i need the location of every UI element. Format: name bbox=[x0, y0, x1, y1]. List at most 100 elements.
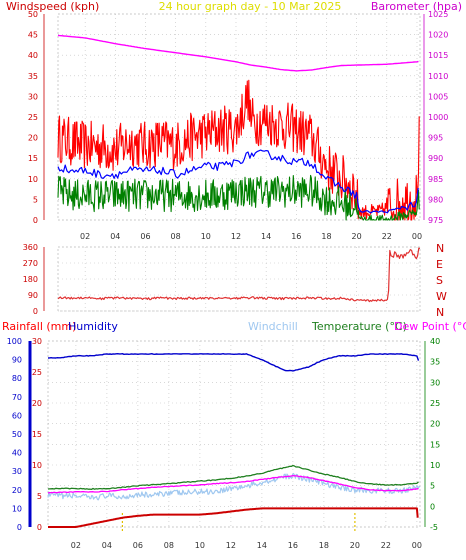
climate-x-tick: 10 bbox=[195, 541, 205, 550]
rainfall-y-tick: 15 bbox=[32, 430, 42, 439]
wind-low-line bbox=[57, 174, 420, 221]
temperature-y-tick: 20 bbox=[430, 420, 440, 429]
rainfall-y-tick: 0 bbox=[37, 523, 42, 532]
wind-y-tick: 45 bbox=[28, 31, 38, 40]
barometer-y-tick: 1025 bbox=[428, 10, 448, 19]
wind-average-line bbox=[57, 149, 419, 214]
rainfall-y-tick: 5 bbox=[37, 492, 42, 501]
wind-y-tick: 10 bbox=[28, 175, 38, 184]
wind-y-tick: 0 bbox=[33, 216, 38, 225]
windspeed-title: Windspeed (kph) bbox=[6, 0, 99, 13]
climate-x-tick: 12 bbox=[226, 541, 236, 550]
rainfall-line bbox=[47, 507, 419, 528]
wind-y-tick: 35 bbox=[28, 72, 38, 81]
temperature-y-tick: -5 bbox=[430, 523, 438, 532]
climate-x-tick: 22 bbox=[381, 541, 391, 550]
barometer-y-tick: 990 bbox=[428, 154, 443, 163]
wind-x-tick: 18 bbox=[321, 232, 331, 241]
temperature-y-tick: 40 bbox=[430, 337, 440, 346]
climate-x-tick: 02 bbox=[71, 541, 81, 550]
barometer-y-tick: 995 bbox=[428, 134, 443, 143]
climate-x-tick: 18 bbox=[319, 541, 329, 550]
wind-x-tick: 10 bbox=[201, 232, 211, 241]
wind-x-tick: 16 bbox=[291, 232, 301, 241]
windchill-title: Windchill bbox=[248, 320, 298, 333]
rainfall-title: Rainfall (mm) bbox=[2, 320, 76, 333]
wind-x-tick: 20 bbox=[352, 232, 362, 241]
temperature-y-tick: 5 bbox=[430, 482, 435, 491]
direction-y-tick: 270 bbox=[23, 259, 38, 268]
humidity-y-tick: 70 bbox=[12, 393, 22, 402]
direction-y-tick: 90 bbox=[28, 291, 38, 300]
climate-x-tick: 08 bbox=[164, 541, 174, 550]
temperature-y-tick: 25 bbox=[430, 399, 440, 408]
direction-y-tick: 0 bbox=[33, 307, 38, 316]
humidity-y-tick: 30 bbox=[12, 467, 22, 476]
temperature-y-tick: 0 bbox=[430, 502, 435, 511]
graph-date-title: 24 hour graph day - 10 Mar 2025 bbox=[159, 0, 342, 13]
barometer-line bbox=[57, 34, 419, 72]
compass-label: N bbox=[436, 306, 444, 319]
wind-y-tick: 20 bbox=[28, 134, 38, 143]
rainfall-y-tick: 10 bbox=[32, 461, 42, 470]
dewpoint-line bbox=[47, 474, 419, 494]
windchill-line bbox=[47, 472, 421, 501]
wind-y-tick: 30 bbox=[28, 92, 38, 101]
temperature-line bbox=[47, 464, 419, 491]
barometer-y-tick: 975 bbox=[428, 216, 443, 225]
humidity-y-tick: 60 bbox=[12, 411, 22, 420]
climate-x-tick: 20 bbox=[350, 541, 360, 550]
wind-y-tick: 15 bbox=[28, 154, 38, 163]
wind-y-tick: 25 bbox=[28, 113, 38, 122]
rainfall-y-tick: 20 bbox=[32, 399, 42, 408]
compass-label: S bbox=[436, 274, 443, 287]
wind-direction-line bbox=[57, 247, 421, 303]
climate-x-tick: 14 bbox=[257, 541, 267, 550]
wind-x-tick: 08 bbox=[171, 232, 181, 241]
barometer-y-tick: 1005 bbox=[428, 92, 448, 101]
barometer-title: Barometer (hpa) bbox=[371, 0, 462, 13]
dewpoint-title: Dew Point (°C) bbox=[394, 320, 466, 333]
wind-y-tick: 50 bbox=[28, 10, 38, 19]
temperature-y-tick: 35 bbox=[430, 358, 440, 367]
barometer-y-tick: 1015 bbox=[428, 51, 448, 60]
humidity-y-tick: 0 bbox=[17, 523, 22, 532]
compass-label: N bbox=[436, 242, 444, 255]
humidity-y-tick: 80 bbox=[12, 374, 22, 383]
temperature-y-tick: 30 bbox=[430, 378, 440, 387]
humidity-y-tick: 50 bbox=[12, 430, 22, 439]
wind-x-tick: 22 bbox=[382, 232, 392, 241]
humidity-y-tick: 40 bbox=[12, 449, 22, 458]
rainfall-y-tick: 30 bbox=[32, 337, 42, 346]
climate-plot-frame bbox=[47, 340, 421, 528]
climate-x-tick: 06 bbox=[133, 541, 143, 550]
humidity-y-tick: 10 bbox=[12, 504, 22, 513]
wind-y-tick: 5 bbox=[33, 195, 38, 204]
barometer-y-tick: 980 bbox=[428, 195, 443, 204]
compass-label: W bbox=[436, 290, 447, 303]
climate-x-tick: 00 bbox=[412, 541, 422, 550]
barometer-y-tick: 1020 bbox=[428, 31, 448, 40]
humidity-line bbox=[47, 353, 420, 372]
barometer-y-tick: 1000 bbox=[428, 113, 448, 122]
wind-gust-line bbox=[57, 79, 420, 221]
wind-x-tick: 04 bbox=[110, 232, 120, 241]
barometer-y-tick: 985 bbox=[428, 175, 443, 184]
temperature-y-tick: 15 bbox=[430, 440, 440, 449]
barometer-y-tick: 1010 bbox=[428, 72, 448, 81]
climate-x-tick: 16 bbox=[288, 541, 298, 550]
temperature-title: Temperature (°C) bbox=[311, 320, 407, 333]
wind-x-tick: 06 bbox=[140, 232, 150, 241]
rainfall-y-tick: 25 bbox=[32, 368, 42, 377]
humidity-y-tick: 100 bbox=[7, 337, 22, 346]
temperature-y-tick: 10 bbox=[430, 461, 440, 470]
wind-x-tick: 14 bbox=[261, 232, 271, 241]
humidity-y-tick: 20 bbox=[12, 486, 22, 495]
direction-y-tick: 360 bbox=[23, 243, 38, 252]
wind-plot-frame bbox=[57, 13, 421, 221]
wind-y-tick: 40 bbox=[28, 51, 38, 60]
compass-label: E bbox=[436, 258, 443, 271]
direction-y-tick: 180 bbox=[23, 275, 38, 284]
